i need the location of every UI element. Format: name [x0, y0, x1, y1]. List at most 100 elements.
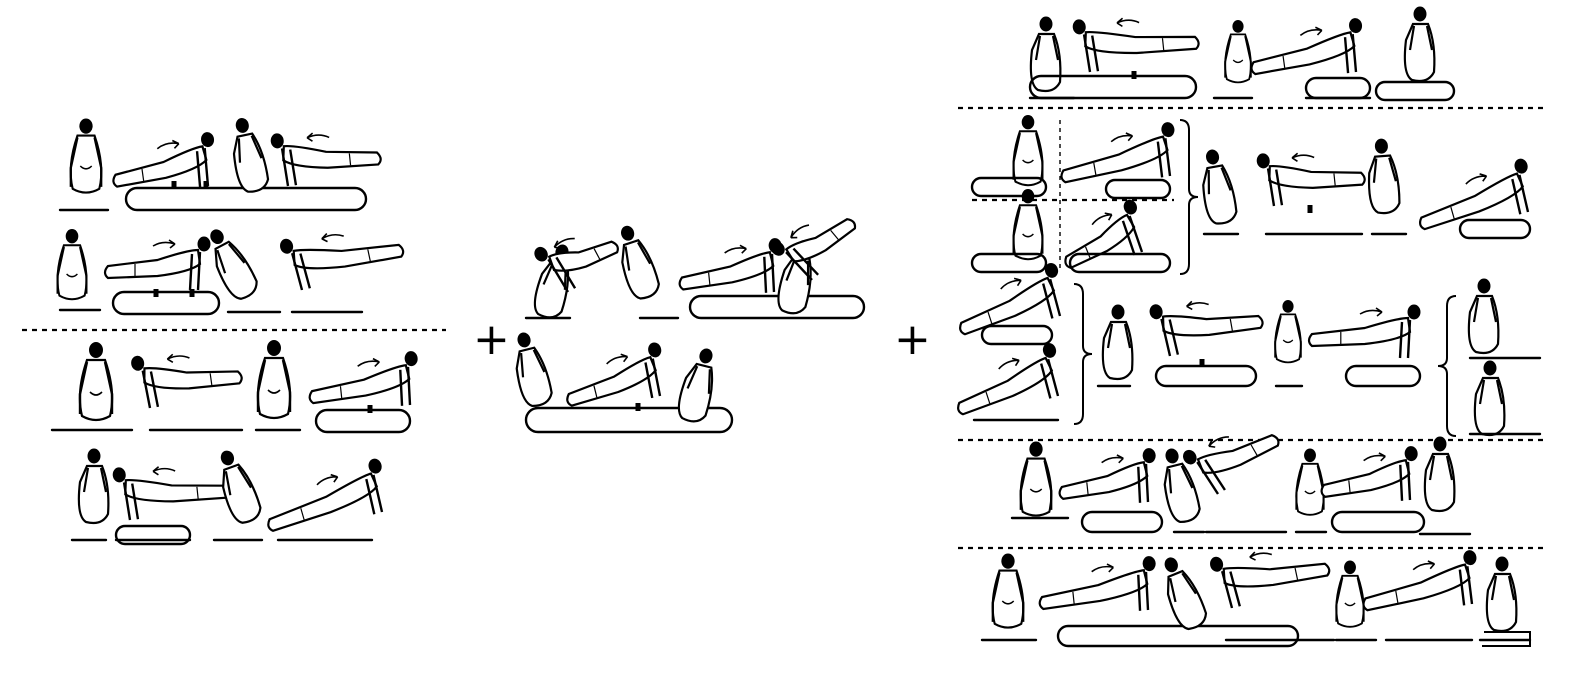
gymnast-arms — [1137, 463, 1150, 503]
gymnast-head — [1463, 550, 1477, 566]
gymnast-head — [621, 225, 635, 241]
gymnast-arms — [188, 251, 202, 291]
gymnast-figure — [1224, 20, 1252, 84]
gymnast-body — [1485, 572, 1518, 633]
gymnast-body — [1307, 316, 1412, 348]
gymnast-head — [1282, 300, 1294, 313]
motion-arrow — [1110, 132, 1134, 143]
pommel-horse-body — [1304, 76, 1372, 100]
gymnast-head — [1183, 449, 1197, 465]
gymnast-body — [232, 132, 270, 193]
pommel-horse-body — [1344, 364, 1422, 388]
leg-seam — [1294, 567, 1299, 580]
leg-seam — [196, 486, 199, 499]
pommel-handle — [635, 403, 641, 411]
gymnast-figure — [267, 458, 384, 532]
gymnast-figure — [77, 448, 110, 525]
gymnast-arms — [399, 366, 412, 406]
gymnast-head — [1021, 115, 1035, 130]
gymnast-figure — [1250, 18, 1363, 76]
gymnast-figure — [1295, 448, 1325, 516]
gymnast-body — [959, 276, 1056, 336]
gymnast-body — [784, 218, 857, 263]
gymnast-figure — [232, 117, 270, 193]
gymnast-figure — [1149, 300, 1264, 357]
pommel-handle — [367, 405, 373, 413]
gymnast-figure — [69, 118, 103, 194]
gymnast-head — [1039, 16, 1053, 32]
gymnast-figure — [1183, 434, 1280, 495]
gymnast-arms — [1034, 35, 1060, 61]
motion-arrow — [724, 244, 747, 254]
gymnast-arms — [1398, 319, 1412, 359]
motion-arrow — [1359, 307, 1383, 317]
gymnast-head — [1142, 448, 1156, 464]
gymnast-arms — [1019, 460, 1053, 510]
gymnast-arms — [1168, 465, 1194, 494]
gymnast-arms — [78, 361, 114, 414]
gymnast-figure — [515, 332, 553, 408]
gymnast-figure — [220, 450, 262, 524]
gymnast-waist — [79, 165, 93, 170]
gymnast-figure — [1423, 436, 1456, 513]
motion-arrow — [357, 357, 380, 368]
gymnast-head — [1404, 446, 1418, 462]
gymnast-head — [197, 236, 211, 252]
pommel-horse-body — [1330, 510, 1426, 534]
pommel-handle — [189, 289, 195, 297]
gymnast-figure — [1485, 556, 1518, 633]
pommel-handle — [1131, 71, 1137, 79]
gymnast-arms — [1012, 206, 1044, 254]
gymnast-head — [131, 355, 145, 371]
gymnast-head — [280, 238, 294, 254]
gymnast-head — [235, 117, 249, 133]
gymnast-figure — [1320, 446, 1418, 501]
gymnast-figure — [1058, 448, 1156, 503]
gymnast-body — [566, 355, 657, 407]
gymnast-body — [1058, 461, 1149, 500]
gymnast-figure — [534, 237, 619, 293]
gymnast-head — [267, 340, 281, 356]
panel-left-sequences — [22, 117, 446, 546]
gymnast-arms — [1106, 323, 1132, 349]
gymnast-body — [1250, 31, 1356, 76]
gymnast-head — [1304, 448, 1316, 463]
gymnast-arms — [1121, 215, 1144, 256]
gymnast-head — [517, 332, 531, 348]
gymnast-figure — [959, 262, 1062, 336]
gymnast-arms — [1040, 358, 1060, 399]
gymnast-arms — [624, 241, 652, 271]
gymnast-body — [1268, 164, 1366, 189]
gymnast-figure — [270, 132, 382, 187]
gymnast-figure — [1335, 560, 1365, 628]
gymnast-figure — [1256, 152, 1366, 207]
gymnast-arms — [991, 572, 1025, 622]
grouping-bracket — [1073, 283, 1093, 425]
floor-corner — [1482, 631, 1531, 647]
gymnast-head — [699, 348, 713, 364]
gymnast-arms — [1372, 157, 1397, 183]
pommel-handle — [203, 181, 209, 189]
leg-seam — [141, 168, 145, 181]
gymnast-arms — [365, 474, 384, 515]
gymnast-figure — [1029, 16, 1062, 93]
gymnast-figure — [1012, 115, 1044, 187]
motion-arrow — [553, 237, 575, 250]
leg-seam — [1348, 480, 1351, 493]
gymnast-figure — [256, 340, 292, 420]
leg-seam — [367, 249, 371, 262]
gymnast-head — [1149, 304, 1163, 320]
gymnast-head — [1374, 138, 1388, 154]
motion-arrow — [1186, 300, 1209, 311]
gymnast-body — [515, 346, 553, 408]
panel-middle-sequences — [515, 218, 866, 434]
gymnast-body — [282, 144, 382, 169]
leg-seam — [1229, 318, 1233, 331]
pommel-handle — [1199, 359, 1205, 367]
gymnast-arms — [224, 466, 252, 496]
gymnast-arms — [69, 137, 103, 187]
leg-seam — [1086, 482, 1089, 495]
grouping-bracket — [1437, 295, 1457, 437]
leg-seam — [1282, 55, 1286, 68]
gymnast-head — [1256, 153, 1270, 169]
